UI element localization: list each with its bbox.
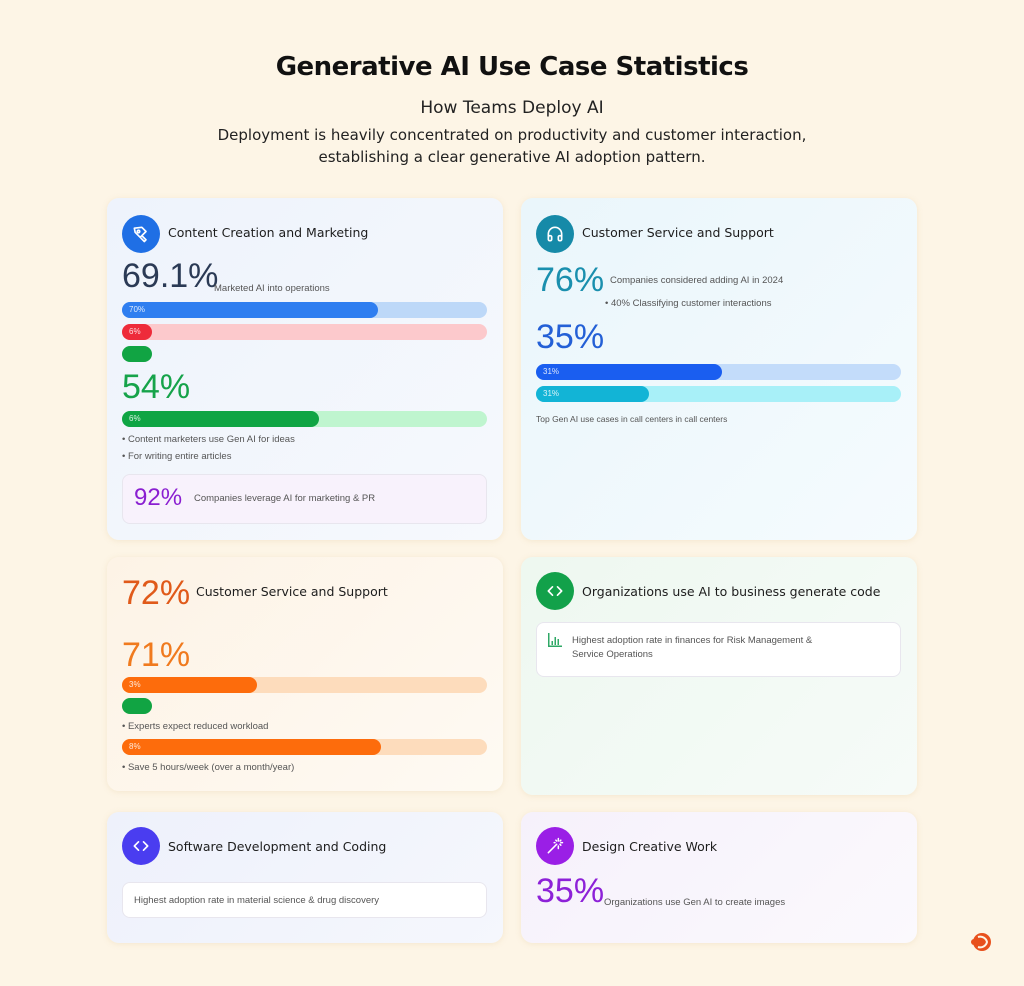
code-brackets-icon xyxy=(122,827,160,865)
bar-chart-icon xyxy=(548,633,562,652)
pen-nib-icon xyxy=(122,215,160,253)
progress-bar: 8% xyxy=(122,739,487,755)
info-box: Highest adoption rate in material scienc… xyxy=(122,882,487,918)
card-title: Customer Service and Support xyxy=(196,584,388,599)
stat-caption: Organizations use Gen AI to create image… xyxy=(604,897,786,908)
bullet-item: • For writing entire articles xyxy=(122,451,232,462)
card-title: Design Creative Work xyxy=(582,839,718,854)
info-text: Highest adoption rate in material scienc… xyxy=(134,895,380,906)
progress-bar: 6% xyxy=(122,324,487,340)
magic-wand-icon xyxy=(536,827,574,865)
stat-value: 76% xyxy=(536,261,605,299)
progress-bar: 31% xyxy=(536,386,901,402)
stat-value: 35% xyxy=(536,872,605,910)
card-software-development: Software Development and Coding Highest … xyxy=(107,812,503,943)
progress-pill xyxy=(122,698,152,714)
card-caption: Top Gen AI use cases in call centers in … xyxy=(536,414,728,424)
card-design-creative: Design Creative Work 35% Organizations u… xyxy=(521,812,917,943)
headphones-icon xyxy=(536,215,574,253)
bullet-item: • 40% Classifying customer interactions xyxy=(605,298,772,309)
stat-value: 35% xyxy=(536,318,605,356)
brand-logo-icon xyxy=(970,931,992,953)
card-title: Customer Service and Support xyxy=(582,225,774,240)
progress-bar: 3% xyxy=(122,677,487,693)
card-customer-service-workload: 72% Customer Service and Support 71% 3% … xyxy=(107,557,503,791)
stat-caption: Companies considered adding AI in 2024 xyxy=(610,275,784,286)
bullet-item: • Experts expect reduced workload xyxy=(122,721,269,732)
bullet-item: • Content marketers use Gen AI for ideas xyxy=(122,434,295,445)
progress-bar: 31% xyxy=(536,364,901,380)
progress-pill xyxy=(122,346,152,362)
card-title: Content Creation and Marketing xyxy=(168,225,369,240)
stat-value: 54% xyxy=(122,368,191,406)
card-title: Software Development and Coding xyxy=(168,839,387,854)
page-description: Deployment is heavily concentrated on pr… xyxy=(217,126,807,166)
stat-caption: Marketed AI into operations xyxy=(214,283,330,294)
page-title: Generative AI Use Case Statistics xyxy=(275,52,749,82)
page-header: Generative AI Use Case Statistics How Te… xyxy=(0,52,1024,168)
stat-value: 72% xyxy=(122,574,191,612)
stat-value: 71% xyxy=(122,636,191,674)
highlight-box: 92% Companies leverage AI for marketing … xyxy=(122,474,487,524)
card-customer-service: Customer Service and Support 76% Compani… xyxy=(521,198,917,540)
bullet-item: • Save 5 hours/week (over a month/year) xyxy=(122,762,295,773)
info-box: Highest adoption rate in finances for Ri… xyxy=(536,622,901,677)
highlight-value: 92% xyxy=(134,484,183,511)
highlight-text: Companies leverage AI for marketing & PR xyxy=(194,493,376,504)
card-generate-code: Organizations use AI to business generat… xyxy=(521,557,917,795)
page-subtitle: How Teams Deploy AI xyxy=(420,98,604,118)
info-text: Highest adoption rate in finances for Ri… xyxy=(572,635,813,660)
progress-bar: 70% xyxy=(122,302,487,318)
card-title: Organizations use AI to business generat… xyxy=(582,584,881,599)
progress-bar: 6% xyxy=(122,411,487,427)
stat-value: 69.1% xyxy=(122,257,219,295)
card-content-creation: Content Creation and Marketing 69.1% Mar… xyxy=(107,198,503,540)
code-brackets-icon xyxy=(536,572,574,610)
